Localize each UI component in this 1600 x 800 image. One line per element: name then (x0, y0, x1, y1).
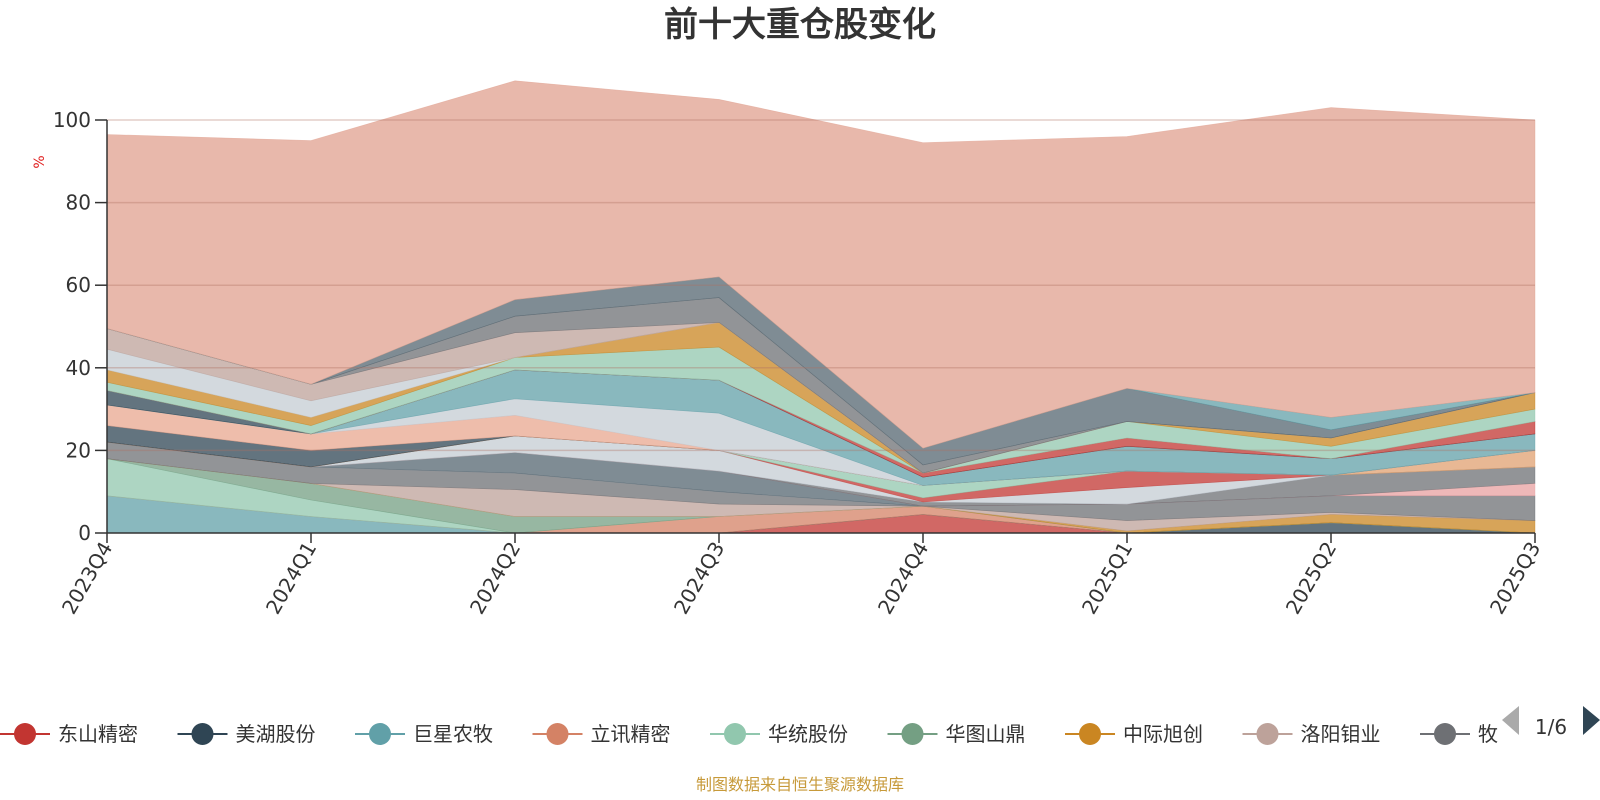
x-tick-label: 2024Q4 (873, 538, 933, 619)
y-tick-label: 100 (53, 108, 91, 132)
legend-label: 美湖股份 (236, 722, 316, 746)
x-tick-label: 2025Q2 (1281, 538, 1341, 619)
legend-item[interactable]: 牧 (1420, 722, 1498, 746)
legend-item[interactable]: 立讯精密 (532, 722, 671, 746)
legend-item[interactable]: 华图山鼎 (887, 722, 1026, 746)
legend-marker-icon (724, 723, 746, 745)
legend-next-icon[interactable] (1583, 706, 1600, 735)
x-tick-label: 2025Q3 (1485, 538, 1545, 619)
y-tick-label: 80 (66, 191, 91, 215)
legend-label: 巨星农牧 (413, 722, 493, 746)
legend-prev-icon[interactable] (1502, 706, 1519, 735)
legend-marker-icon (369, 723, 391, 745)
legend-label: 华图山鼎 (946, 722, 1026, 746)
legend-item[interactable]: 东山精密 (0, 722, 138, 746)
x-tick-label: 2024Q3 (669, 538, 729, 619)
grid-lines (107, 119, 1535, 452)
legend-label: 牧 (1478, 722, 1498, 746)
y-tick-label: 40 (66, 356, 91, 380)
legend-item[interactable]: 巨星农牧 (355, 722, 493, 746)
y-tick-label: 0 (78, 521, 91, 545)
legend-label: 洛阳钼业 (1301, 722, 1381, 746)
legend-marker-icon (14, 723, 36, 745)
y-tick-label: 60 (66, 273, 91, 297)
chart-title: 前十大重仓股变化 (664, 5, 936, 45)
stacked-areas (106, 80, 1536, 534)
x-tick-label: 2024Q2 (465, 538, 525, 619)
legend-item[interactable]: 中际旭创 (1065, 722, 1203, 746)
legend-label: 中际旭创 (1123, 722, 1203, 746)
legend-page-indicator: 1/6 (1535, 715, 1567, 739)
x-tick-label: 2025Q1 (1077, 538, 1137, 619)
x-tick-label: 2024Q1 (261, 538, 321, 619)
area-series-30 (106, 80, 1536, 449)
legend: 东山精密 美湖股份 巨星农牧 立讯精密 华统股份 华图山鼎 中际旭创 洛阳钼业 牧 (0, 722, 1498, 746)
y-axis-unit: % (32, 155, 48, 168)
legend-item[interactable]: 华统股份 (710, 722, 848, 746)
legend-marker-icon (901, 723, 924, 745)
y-tick-label: 20 (66, 438, 91, 462)
source-note: 制图数据来自恒生聚源数据库 (696, 775, 904, 794)
x-tick-label: 2023Q4 (57, 538, 117, 619)
legend-item[interactable]: 洛阳钼业 (1242, 722, 1381, 746)
legend-label: 东山精密 (58, 722, 138, 746)
legend-label: 华统股份 (768, 722, 848, 746)
legend-item[interactable]: 美湖股份 (177, 722, 316, 746)
legend-pager: 1/6 (1502, 706, 1600, 739)
legend-marker-icon (191, 723, 214, 745)
legend-marker-icon (1079, 723, 1101, 745)
legend-label: 立讯精密 (591, 722, 671, 746)
legend-marker-icon (1434, 723, 1456, 745)
legend-marker-icon (546, 723, 569, 745)
legend-marker-icon (1256, 723, 1279, 745)
